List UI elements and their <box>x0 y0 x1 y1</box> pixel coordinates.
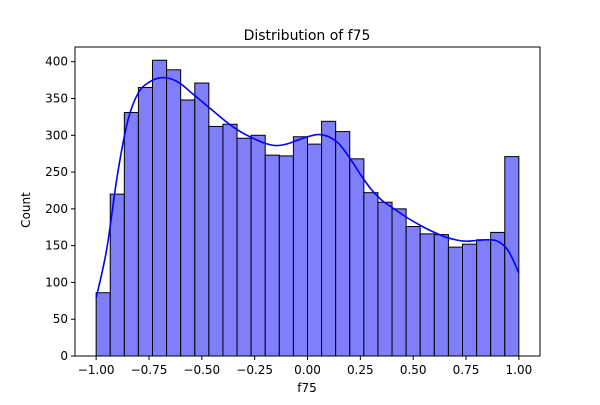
histogram-bar <box>447 246 463 357</box>
kde-curve <box>95 76 520 299</box>
y-axis-ticks: 0 50 100 150 200 250 300 350 400 <box>45 55 75 363</box>
x-tick-label: 0.50 <box>400 363 427 377</box>
x-tick-label: −0.25 <box>236 363 273 377</box>
histogram-bar <box>166 69 182 357</box>
histogram-bar <box>278 155 294 357</box>
histogram-bar <box>236 137 252 357</box>
x-tick-label: −0.50 <box>183 363 220 377</box>
y-axis-label: Count <box>19 192 33 228</box>
x-tick-label: 0.00 <box>294 363 321 377</box>
histogram-bar <box>292 136 308 357</box>
y-tick-label: 300 <box>45 128 68 142</box>
y-tick-label: 350 <box>45 92 68 106</box>
histogram-bar <box>462 243 478 357</box>
x-tick-label: −0.75 <box>131 363 168 377</box>
histogram-bar <box>152 59 168 357</box>
histogram-bar <box>208 125 224 357</box>
x-tick-label: −1.00 <box>78 363 115 377</box>
histogram-bar <box>377 201 393 357</box>
histogram-bar <box>194 82 210 357</box>
x-tick-label: 0.25 <box>347 363 374 377</box>
histogram-bar <box>264 154 280 357</box>
x-tick-label: 1.00 <box>506 363 533 377</box>
histogram-bar <box>476 239 492 357</box>
histogram-bar <box>109 193 125 357</box>
histogram-bar <box>433 234 449 357</box>
x-axis-label: f75 <box>297 381 317 395</box>
histogram-bar <box>222 123 238 357</box>
histogram-bar <box>307 143 323 357</box>
histogram-bar <box>250 134 266 357</box>
histogram-bar <box>180 99 196 357</box>
histogram-bar <box>137 86 153 357</box>
y-tick-label: 0 <box>60 349 68 363</box>
x-tick-label: 0.75 <box>453 363 480 377</box>
y-tick-label: 150 <box>45 239 68 253</box>
histogram-bar <box>363 192 379 357</box>
histogram-bar <box>490 231 506 357</box>
y-tick-label: 100 <box>45 275 68 289</box>
x-axis-ticks: −1.00 −0.75 −0.50 −0.25 0.00 0.25 0.50 0.75 1.00 <box>78 356 532 377</box>
histogram-bar <box>321 120 337 357</box>
y-tick-label: 200 <box>45 202 68 216</box>
histogram-bar <box>405 226 421 357</box>
y-tick-label: 250 <box>45 165 68 179</box>
kde-curve-group <box>95 76 520 299</box>
chart-title: Distribution of f75 <box>244 28 371 44</box>
y-tick-label: 400 <box>45 55 68 69</box>
histogram-bar <box>95 292 111 357</box>
histogram-bar <box>391 208 407 357</box>
histogram-bar <box>335 131 351 357</box>
histogram-bar <box>419 233 435 357</box>
histogram-bars <box>95 59 520 357</box>
histogram-bar <box>123 111 139 357</box>
histogram-bar <box>349 158 365 357</box>
y-tick-label: 50 <box>53 312 68 326</box>
